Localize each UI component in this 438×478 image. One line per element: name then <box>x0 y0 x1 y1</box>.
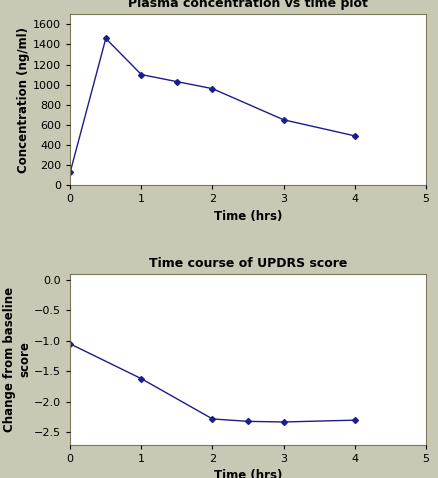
X-axis label: Time (hrs): Time (hrs) <box>213 210 282 223</box>
Title: Plasma concentration vs time plot: Plasma concentration vs time plot <box>128 0 367 11</box>
Y-axis label: Change from baseline
score: Change from baseline score <box>4 287 31 432</box>
Y-axis label: Concentration (ng/ml): Concentration (ng/ml) <box>17 27 30 173</box>
Title: Time course of UPDRS score: Time course of UPDRS score <box>148 257 346 270</box>
X-axis label: Time (hrs): Time (hrs) <box>213 469 282 478</box>
